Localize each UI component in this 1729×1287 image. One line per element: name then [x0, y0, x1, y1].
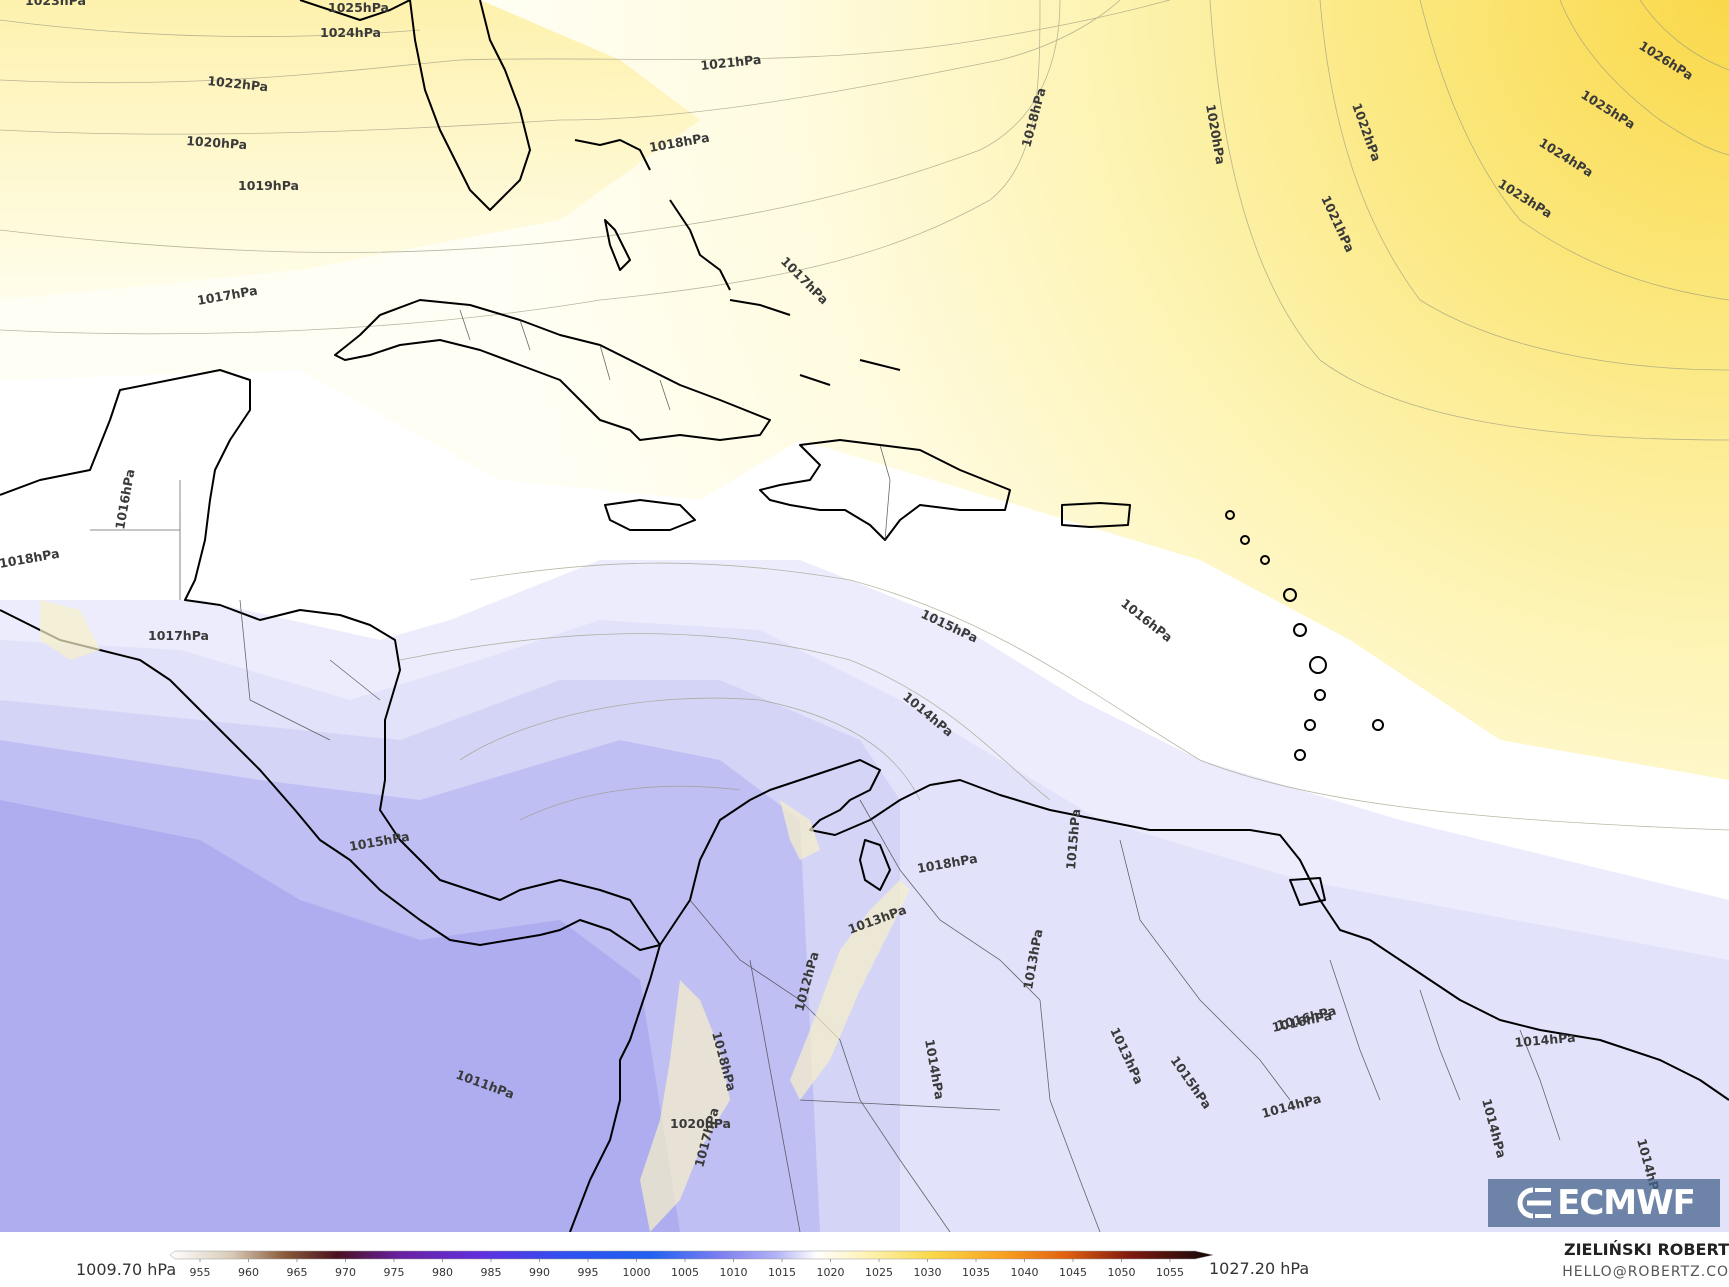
colorbar-fill	[170, 1250, 1214, 1260]
isobar-label: 1024hPa	[320, 25, 381, 40]
legend-bar	[0, 1232, 1729, 1287]
colorbar-tick-label: 955	[190, 1266, 211, 1279]
south-america-coast	[659, 759, 1729, 1101]
pacific-coast	[569, 944, 661, 1232]
colorbar-ticks: 955 960 965 970 975 980 985 990 995 1000 1005 1010 1…	[190, 1259, 1184, 1279]
ecmwf-logo-icon	[1517, 1187, 1552, 1219]
colorbar-tick-label: 995	[578, 1266, 599, 1279]
isobar-label: 1014hPa	[1514, 1030, 1576, 1050]
andes-highlands	[40, 600, 910, 1232]
region-1011-low	[0, 800, 680, 1232]
isobar-label: 1017hPa	[148, 628, 209, 643]
colorbar-tick-label: 960	[238, 1266, 259, 1279]
colorbar-tick-label: 1050	[1108, 1266, 1136, 1279]
ecmwf-logo-text: ECMWF	[1557, 1183, 1696, 1223]
colorbar-tick-label: 1045	[1059, 1266, 1087, 1279]
colorbar-tick-label: 1055	[1156, 1266, 1184, 1279]
pressure-colorbar: 955 960 965 970 975 980 985 990 995 1000 1005 1010 1…	[170, 1250, 1214, 1279]
cuba-coast	[334, 299, 771, 441]
region-1020-band	[0, 0, 700, 300]
isobar-label: 1023hPa	[25, 0, 86, 8]
isobar-lines	[0, 0, 1729, 831]
internal-borders	[90, 309, 1561, 1232]
florida-coast	[409, 0, 531, 211]
isobar-label: 1020hPa	[670, 1116, 731, 1131]
author-email: HELLO@ROBERTZ.CO	[1562, 1264, 1729, 1280]
author-credit: ZIELIŃSKI ROBERT	[1563, 1240, 1729, 1259]
colorbar-tick-label: 1010	[720, 1266, 748, 1279]
colorbar-tick-label: 970	[335, 1266, 356, 1279]
colorbar-tick-label: 1025	[865, 1266, 893, 1279]
puerto-rico-coast	[1061, 502, 1131, 528]
legend-min-label: 1009.70 hPa	[76, 1260, 177, 1279]
lesser-antilles	[1225, 510, 1384, 761]
colorbar-tick-label: 1040	[1011, 1266, 1039, 1279]
colorbar-tick-label: 1005	[671, 1266, 699, 1279]
colorbar-tick-label: 985	[481, 1266, 502, 1279]
colorbar-tick-label: 975	[384, 1266, 405, 1279]
isobar-label: 1015hPa	[1063, 808, 1083, 870]
isobar-label: 1022hPa	[207, 73, 269, 94]
isobar-label: 1020hPa	[186, 133, 248, 152]
colorbar-tick-label: 965	[287, 1266, 308, 1279]
jamaica-coast	[604, 499, 696, 531]
isobar-label: 1025hPa	[328, 0, 389, 15]
colorbar-tick-label: 1000	[623, 1266, 651, 1279]
colorbar-tick-label: 1020	[817, 1266, 845, 1279]
colorbar-tick-label: 1030	[914, 1266, 942, 1279]
pressure-map: 1025hPa 1024hPa 1023hPa 1022hPa 1021hPa …	[0, 0, 1729, 1232]
central-america-coast	[0, 369, 661, 951]
coastlines	[0, 0, 1729, 1232]
colorbar-tick-label: 1015	[768, 1266, 796, 1279]
colorbar-tick-label: 990	[529, 1266, 550, 1279]
colorbar-tick-label: 980	[432, 1266, 453, 1279]
colorbar-tick-label: 1035	[962, 1266, 990, 1279]
ecmwf-logo: ECMWF	[1488, 1179, 1720, 1227]
legend-max-label: 1027.20 hPa	[1209, 1259, 1310, 1278]
isobar-label: 1021hPa	[700, 52, 762, 73]
isobar-label: 1019hPa	[238, 178, 299, 193]
